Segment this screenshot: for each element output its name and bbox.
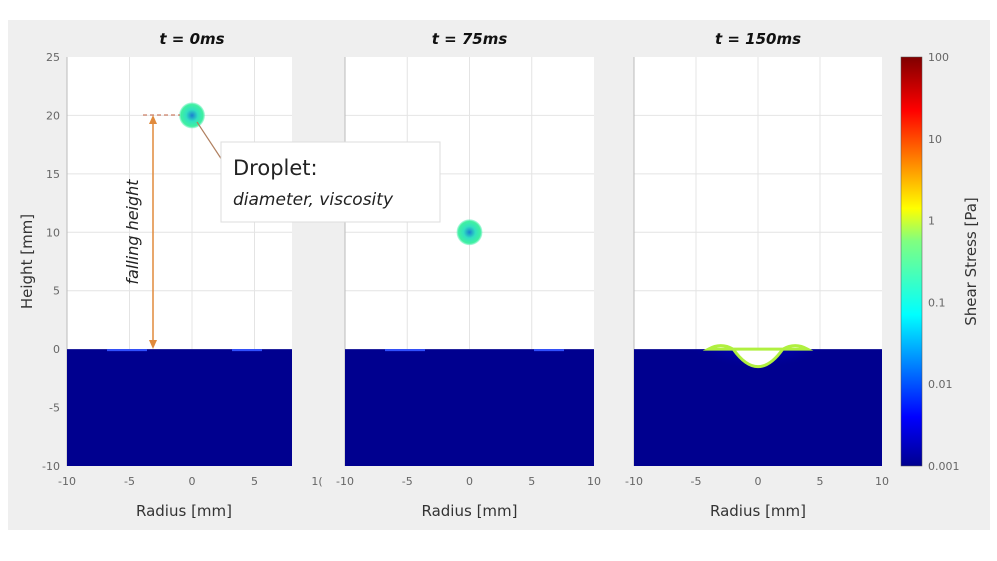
colorbar-tick-label: 0.1 — [928, 296, 946, 309]
x-tick-label: 0 — [466, 475, 473, 488]
droplet-annotation: falling height Droplet: diameter, viscosit… — [123, 114, 441, 349]
colorbar-tick-label: 0.01 — [928, 378, 953, 391]
crater — [702, 344, 814, 368]
x-axis-label: Radius [mm] — [422, 502, 518, 520]
x-tick-label: 10 — [587, 475, 601, 488]
x-tick-label: 0 — [189, 475, 196, 488]
colorbar-tick-label: 100 — [928, 51, 949, 64]
droplet — [179, 102, 205, 129]
colorbar: 100 10 1 0.1 0.01 0.001 Shear Stress [Pa] — [900, 51, 980, 473]
x-tick-label: -10 — [336, 475, 354, 488]
stress-zone — [653, 349, 863, 445]
y-tick-label: 15 — [46, 168, 60, 181]
y-tick-label: 20 — [46, 109, 60, 122]
colorbar-label: Shear Stress [Pa] — [962, 197, 980, 326]
x-tick-label: -5 — [691, 475, 702, 488]
y-tick-label: 25 — [46, 51, 60, 64]
callout-leader — [196, 121, 223, 161]
arrow-head-down — [149, 340, 157, 349]
y-tick-label: -5 — [49, 402, 60, 415]
colorbar-tick-label: 1 — [928, 215, 935, 228]
colorbar-tick-label: 10 — [928, 133, 942, 146]
x-tick-label: 5 — [528, 475, 535, 488]
y-axis-label: Height [mm] — [18, 214, 36, 309]
x-tick-label: 0 — [755, 475, 762, 488]
arrow-head-up — [149, 115, 157, 124]
x-axis-label: Radius [mm] — [710, 502, 806, 520]
x-tick-label: 5 — [251, 475, 258, 488]
falling-height-label: falling height — [123, 179, 142, 285]
panel-2: t = 75ms -10 -5 0 5 10 Radius [mm] — [336, 30, 601, 520]
callout-params: diameter, viscosity — [233, 190, 394, 210]
y-tick-label: -10 — [42, 460, 60, 473]
panel-title: t = 150ms — [715, 30, 801, 48]
y-tick-label: 5 — [53, 285, 60, 298]
x-tick-label: -5 — [402, 475, 413, 488]
x-tick-label: 1( — [311, 475, 322, 488]
panel-3: t = 150ms -10 -5 0 5 10 Radius [mm] — [625, 30, 889, 520]
callout-box — [220, 141, 441, 223]
x-tick-label: -10 — [58, 475, 76, 488]
x-tick-label: -5 — [124, 475, 135, 488]
panel-title: t = 75ms — [432, 30, 508, 48]
fluid-region — [345, 349, 594, 466]
panel-title: t = 0ms — [159, 30, 224, 48]
colorbar-tick-label: 0.001 — [928, 460, 960, 473]
y-tick-label: 0 — [53, 343, 60, 356]
colorbar-gradient — [900, 56, 923, 467]
x-axis-label: Radius [mm] — [136, 502, 232, 520]
y-tick-label: 10 — [46, 226, 60, 239]
droplet — [456, 219, 483, 246]
callout-title: Droplet: — [233, 156, 318, 180]
x-tick-label: -10 — [625, 475, 643, 488]
x-tick-label: 5 — [817, 475, 824, 488]
x-tick-label: 10 — [875, 475, 889, 488]
shear-stress-field — [653, 349, 863, 445]
fluid-region — [67, 349, 292, 466]
